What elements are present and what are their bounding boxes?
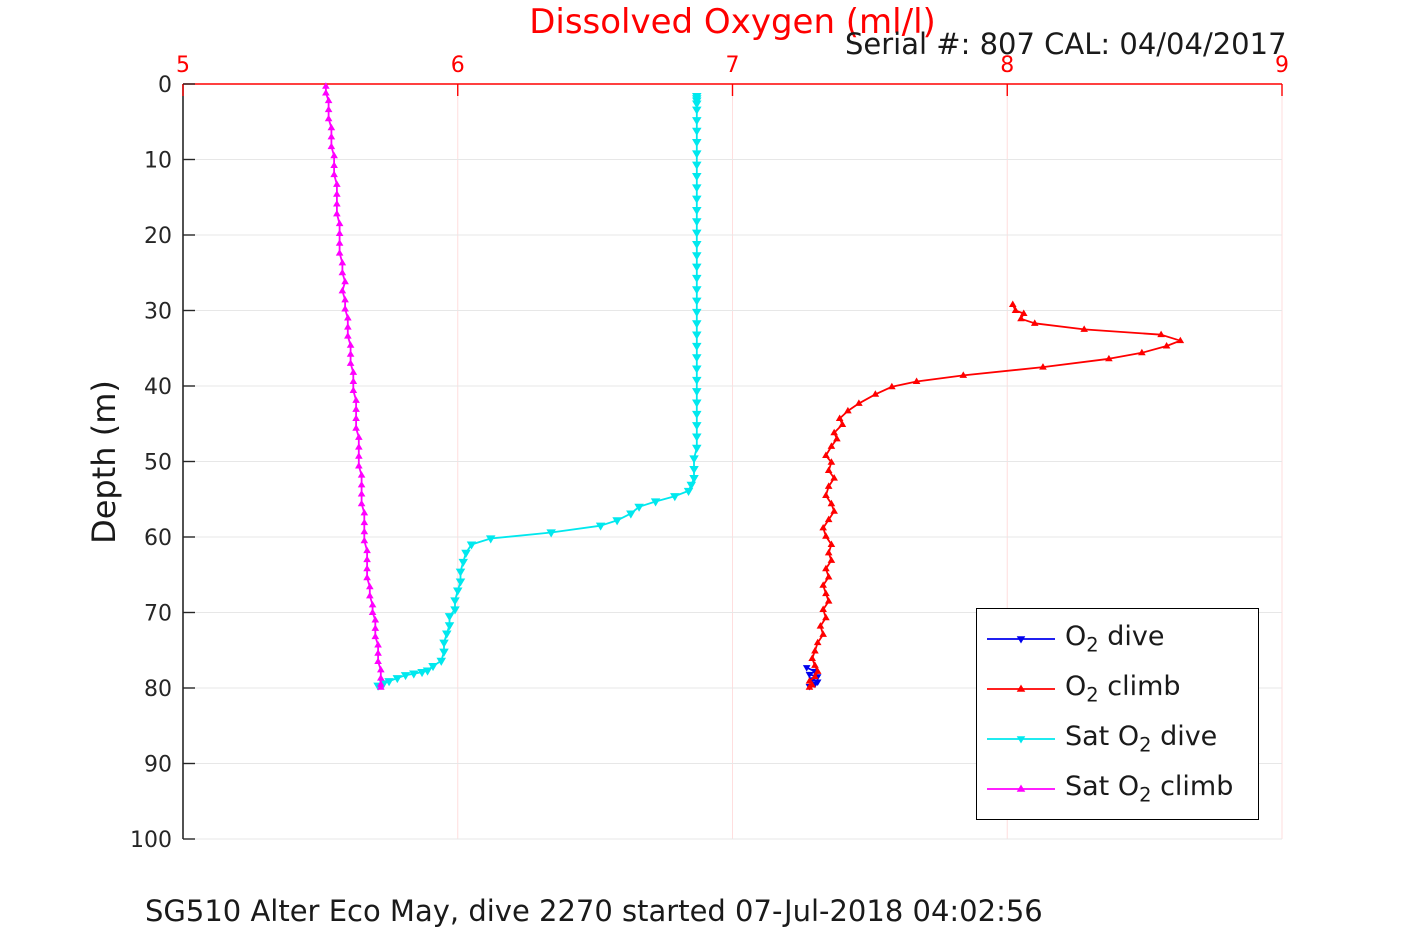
svg-text:20: 20 — [144, 224, 172, 249]
legend-item-sat-o2-climb: Sat O2 climb — [977, 771, 1258, 807]
svg-text:9: 9 — [1275, 53, 1289, 78]
legend-label-o2-climb: O2 climb — [1065, 671, 1181, 707]
legend-label-sat-o2-dive: Sat O2 dive — [1065, 721, 1218, 757]
svg-text:60: 60 — [144, 526, 172, 551]
svg-text:6: 6 — [451, 53, 465, 78]
legend-swatch-o2-dive — [987, 636, 1055, 644]
svg-text:70: 70 — [144, 602, 172, 627]
legend-item-o2-dive: O2 dive — [977, 621, 1258, 657]
legend-item-sat-o2-dive: Sat O2 dive — [977, 721, 1258, 757]
svg-text:50: 50 — [144, 451, 172, 476]
y-axis-label: Depth (m) — [85, 380, 123, 544]
legend-item-o2-climb: O2 climb — [977, 671, 1258, 707]
svg-text:0: 0 — [158, 73, 172, 98]
legend-label-sat-o2-climb: Sat O2 climb — [1065, 771, 1234, 807]
svg-text:40: 40 — [144, 375, 172, 400]
legend-swatch-o2-climb — [987, 684, 1055, 692]
svg-text:80: 80 — [144, 677, 172, 702]
dive-caption: SG510 Alter Eco May, dive 2270 started 0… — [145, 894, 1043, 928]
legend-swatch-sat-o2-dive — [987, 736, 1055, 744]
svg-text:5: 5 — [176, 53, 190, 78]
legend-swatch-sat-o2-climb — [987, 784, 1055, 792]
svg-text:10: 10 — [144, 149, 172, 174]
legend-label-o2-dive: O2 dive — [1065, 621, 1165, 657]
svg-text:100: 100 — [130, 828, 172, 853]
serial-calibration-note: Serial #: 807 CAL: 04/04/2017 — [845, 27, 1287, 61]
svg-text:8: 8 — [1000, 53, 1014, 78]
chart-title: Dissolved Oxygen (ml/l) — [529, 2, 936, 42]
legend: O2 dive O2 climb Sat O2 dive Sat O2 clim… — [976, 608, 1259, 820]
svg-text:90: 90 — [144, 753, 172, 778]
svg-text:30: 30 — [144, 300, 172, 325]
svg-text:7: 7 — [726, 53, 740, 78]
